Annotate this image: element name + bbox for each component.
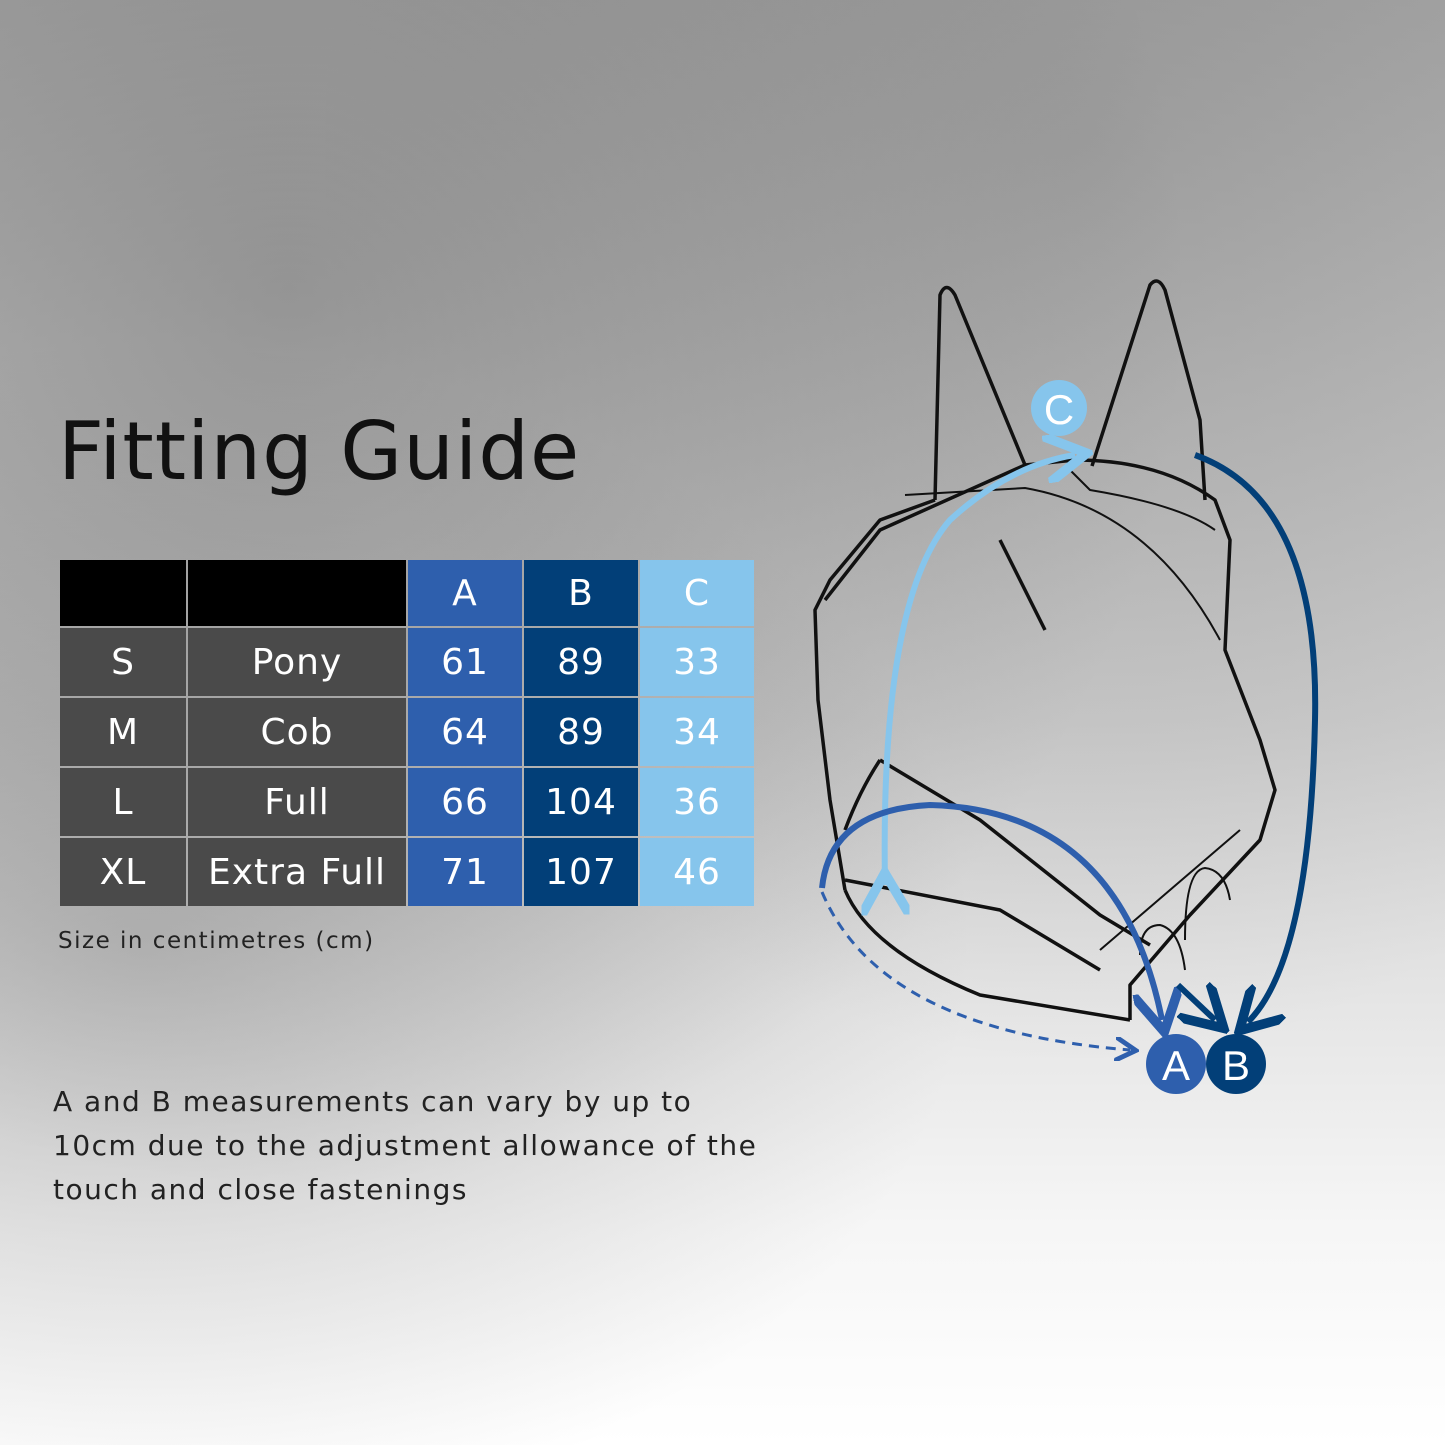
table-header-row: A B C	[60, 560, 754, 626]
size-cell: L	[60, 768, 186, 836]
disclaimer: A and B measurements can vary by up to 1…	[53, 1080, 853, 1212]
c-cell: 34	[640, 698, 754, 766]
header-cell	[188, 560, 406, 626]
type-cell: Full	[188, 768, 406, 836]
size-cell: S	[60, 628, 186, 696]
right-ear	[1090, 279, 1207, 501]
table-row: S Pony 61 89 33	[60, 628, 754, 696]
disclaimer-line: 10cm due to the adjustment allowance of …	[53, 1129, 758, 1162]
page-title: Fitting Guide	[58, 405, 581, 498]
label-b-badge: B	[1206, 1034, 1266, 1094]
label-a-badge: A	[1146, 1034, 1206, 1094]
disclaimer-line: touch and close fastenings	[53, 1173, 468, 1206]
b-cell: 89	[524, 698, 638, 766]
a-cell: 71	[408, 838, 522, 906]
type-cell: Extra Full	[188, 838, 406, 906]
type-cell: Pony	[188, 628, 406, 696]
measure-b-arrow	[1193, 452, 1319, 1022]
table-row: L Full 66 104 36	[60, 768, 754, 836]
table-row: M Cob 64 89 34	[60, 698, 754, 766]
header-c: C	[640, 560, 754, 626]
type-cell: Cob	[188, 698, 406, 766]
label-c: C	[1044, 386, 1074, 433]
a-cell: 64	[408, 698, 522, 766]
size-table: A B C S Pony 61 89 33 M Cob 64 89 34 L F…	[58, 558, 756, 908]
measure-c-arrow	[885, 455, 1075, 885]
c-cell: 46	[640, 838, 754, 906]
disclaimer-line: A and B measurements can vary by up to	[53, 1085, 693, 1118]
b-cell: 89	[524, 628, 638, 696]
c-cell: 36	[640, 768, 754, 836]
size-cell: M	[60, 698, 186, 766]
a-cell: 61	[408, 628, 522, 696]
a-cell: 66	[408, 768, 522, 836]
measure-a-dashed	[820, 891, 1130, 1050]
measure-a-arrow	[819, 801, 1162, 1020]
label-b: B	[1222, 1042, 1250, 1089]
unit-note: Size in centimetres (cm)	[58, 928, 375, 954]
label-c-badge: C	[1031, 380, 1087, 436]
header-a: A	[408, 560, 522, 626]
c-cell: 33	[640, 628, 754, 696]
b-cell: 107	[524, 838, 638, 906]
table-row: XL Extra Full 71 107 46	[60, 838, 754, 906]
b-cell: 104	[524, 768, 638, 836]
label-a: A	[1162, 1042, 1190, 1089]
header-b: B	[524, 560, 638, 626]
left-ear	[933, 285, 1027, 501]
header-cell	[60, 560, 186, 626]
size-cell: XL	[60, 838, 186, 906]
